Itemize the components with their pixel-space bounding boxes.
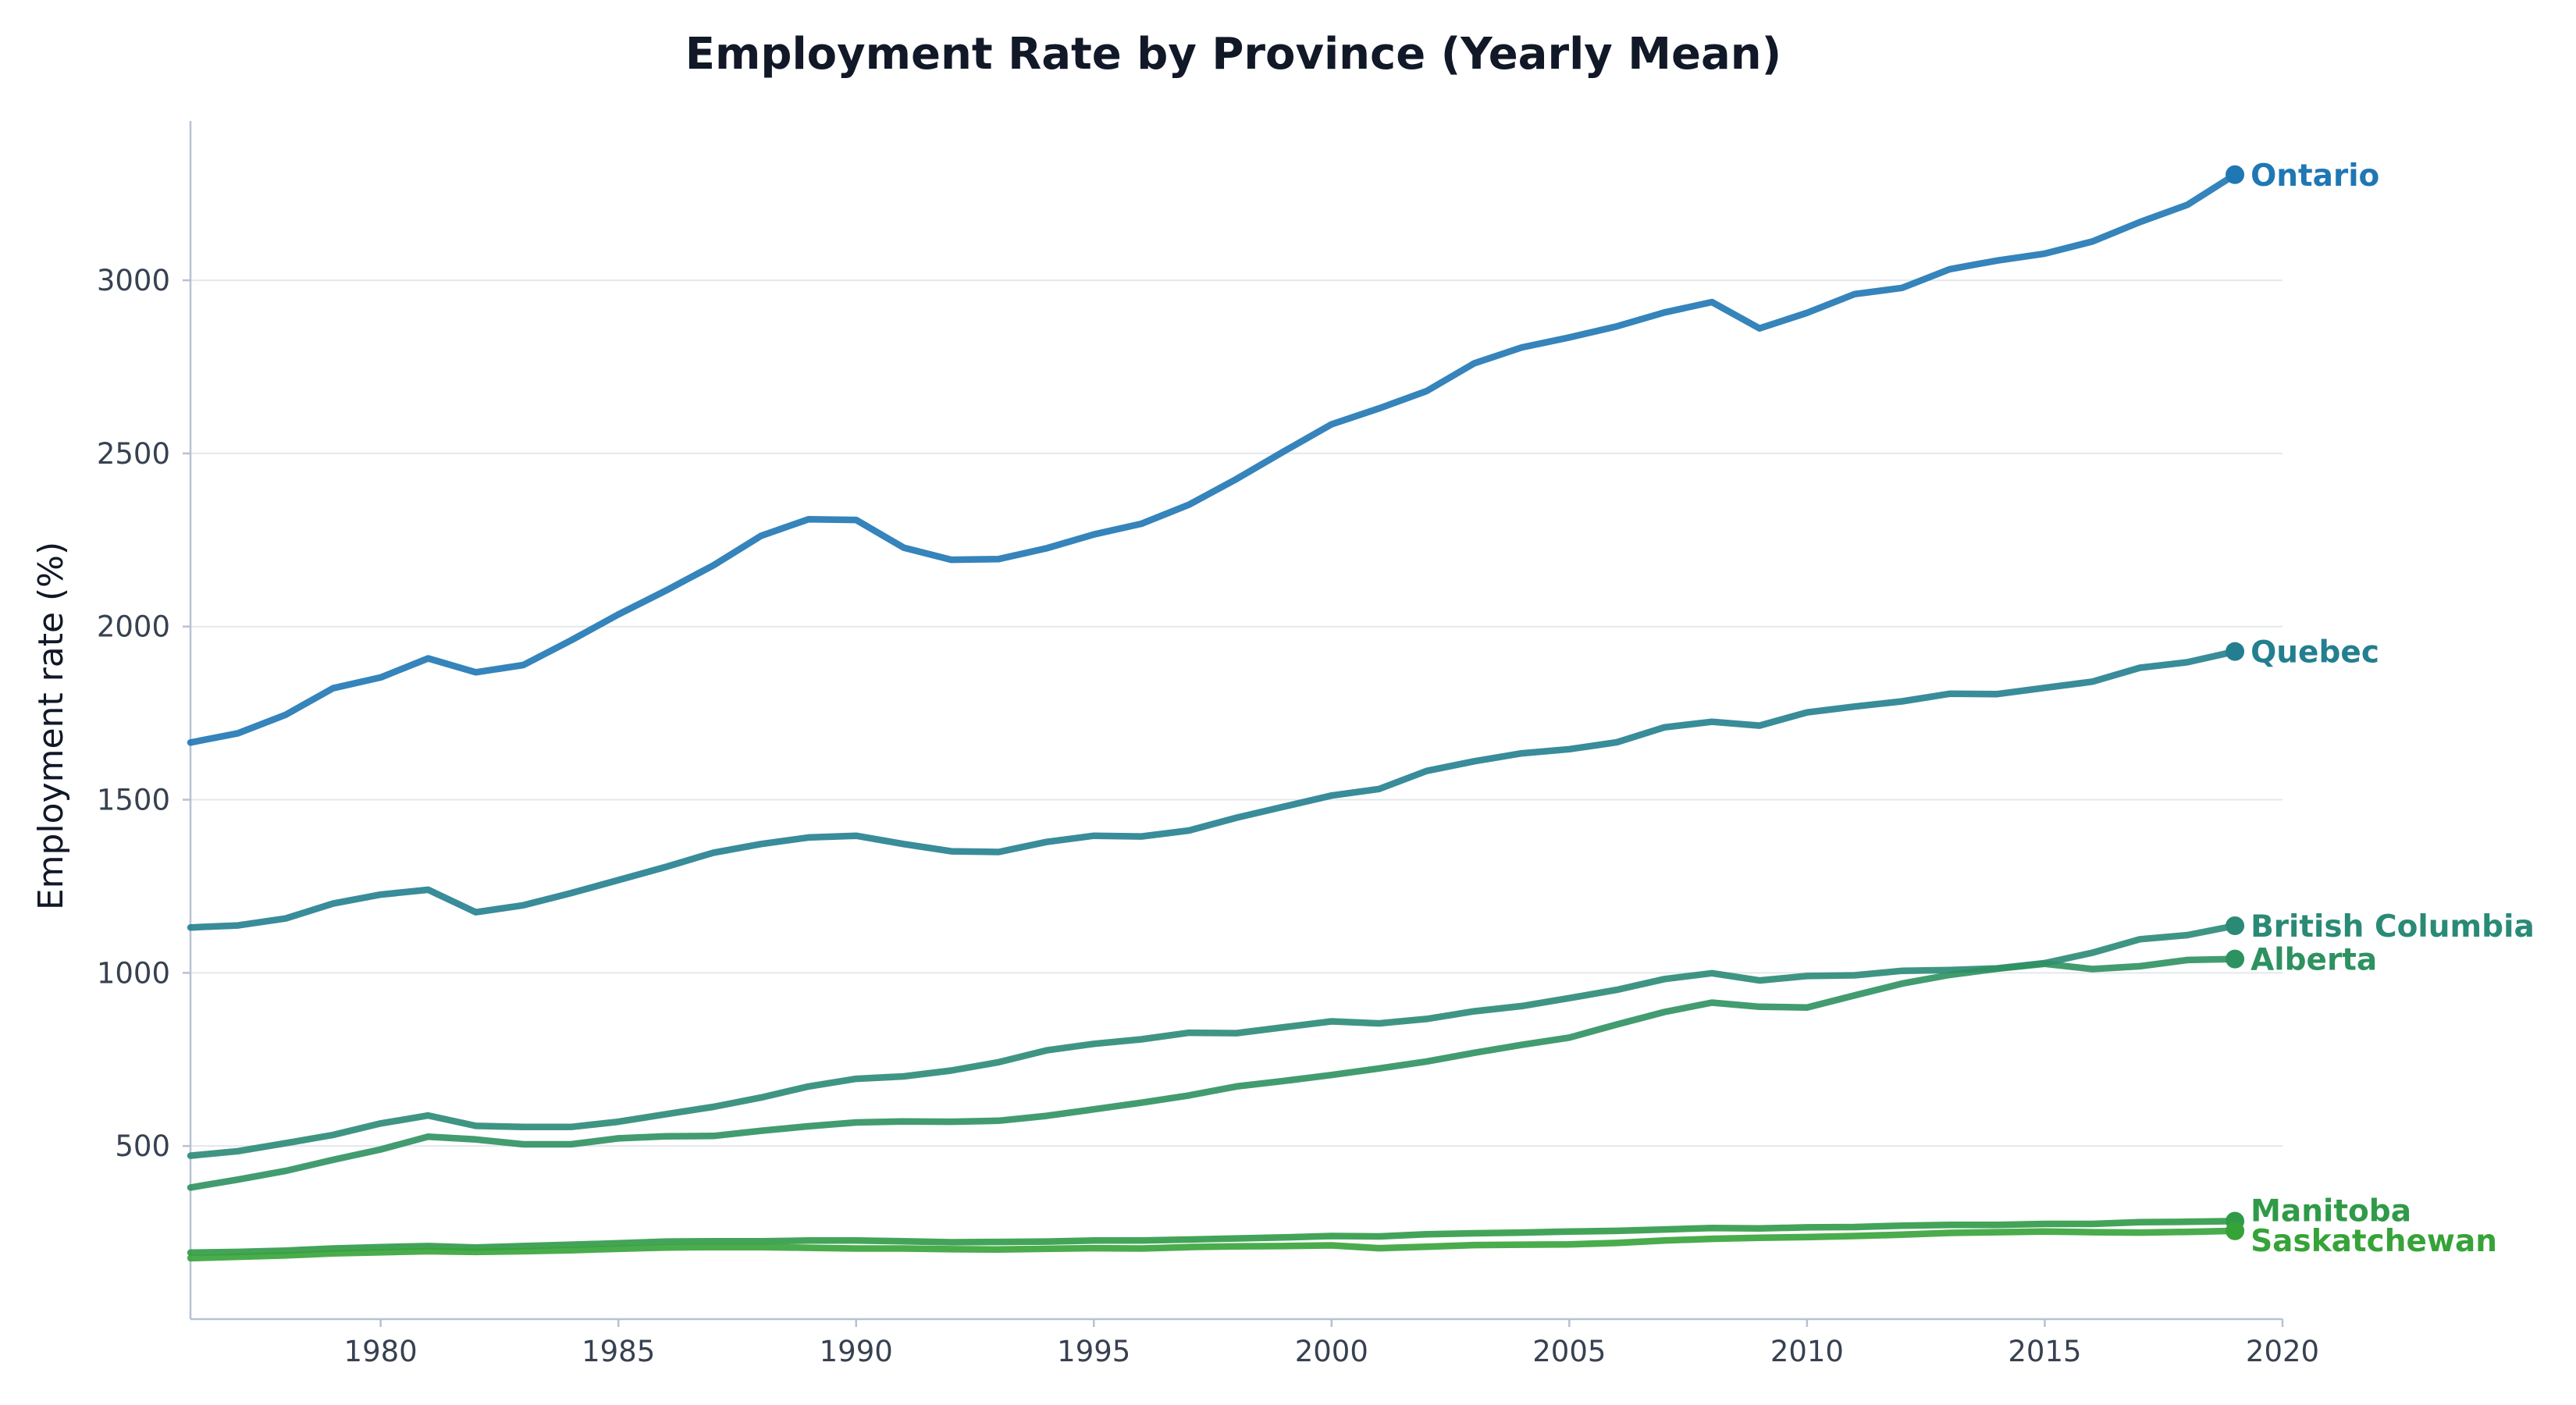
x-tick-label: 2010 (1770, 1335, 1844, 1368)
axes (183, 121, 2284, 1327)
x-tick-label: 2000 (1295, 1335, 1368, 1368)
series-label-alberta: Alberta (2250, 943, 2377, 978)
x-tick-label: 1985 (582, 1335, 655, 1368)
series-label-ontario: Ontario (2250, 158, 2379, 194)
y-tick-label: 2500 (97, 437, 170, 471)
series-label-british-columbia: British Columbia (2250, 909, 2535, 944)
series-label-manitoba: Manitoba (2250, 1193, 2411, 1229)
tick-labels: 500 1000 1500 2000 2500 3000 1980 1985 1990 1995 2… (97, 264, 2319, 1368)
chart-title: Employment Rate by Province (Yearly Mean… (685, 29, 1781, 80)
series-line-manitoba (187, 1218, 2239, 1257)
x-tick-label: 2015 (2008, 1335, 2081, 1368)
series-line-british-columbia (187, 922, 2239, 1159)
series-end-marker-alberta (2226, 949, 2245, 969)
series-end-marker-quebec (2226, 642, 2245, 661)
y-tick-label: 500 (115, 1129, 170, 1163)
x-tick-label: 1990 (820, 1335, 893, 1368)
gridlines (190, 279, 2282, 1147)
series-line-ontario (187, 171, 2239, 746)
series-line-saskatchewan (187, 1227, 2239, 1262)
y-axis-label: Employment rate (%) (31, 542, 71, 910)
y-tick-label: 2000 (97, 610, 170, 644)
series-label-saskatchewan: Saskatchewan (2250, 1224, 2497, 1259)
x-tick-label: 1995 (1057, 1335, 1130, 1368)
series-end-marker-ontario (2226, 165, 2245, 184)
series-end-marker-saskatchewan (2226, 1221, 2245, 1240)
x-tick-label: 2020 (2246, 1335, 2319, 1368)
x-tick-label: 1980 (344, 1335, 418, 1368)
series-lines (187, 165, 2245, 1262)
y-tick-label: 1500 (97, 784, 170, 817)
series-label-quebec: Quebec (2250, 635, 2379, 670)
y-tick-label: 1000 (97, 956, 170, 990)
series-end-marker-british-columbia (2226, 916, 2245, 936)
series-line-quebec (187, 648, 2239, 931)
x-tick-label: 2005 (1532, 1335, 1606, 1368)
series-line-alberta (187, 955, 2239, 1191)
y-tick-label: 3000 (97, 264, 170, 297)
